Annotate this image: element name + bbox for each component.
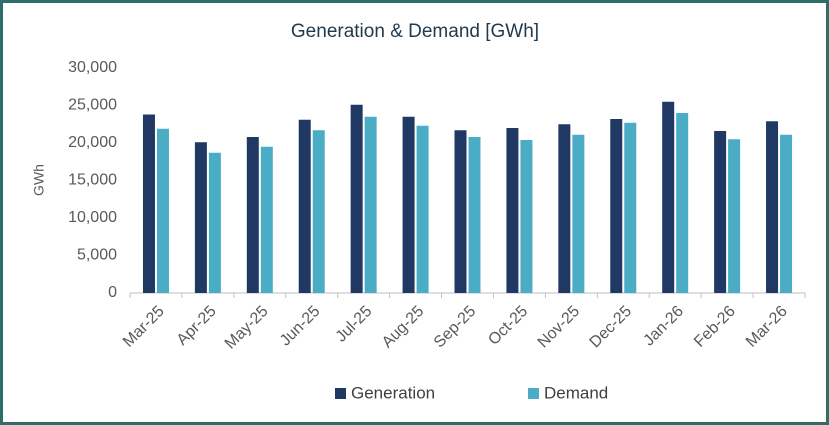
- y-tick-label: 20,000: [68, 134, 117, 151]
- y-axis-label: GWh: [31, 164, 47, 196]
- legend-swatch: [528, 388, 539, 399]
- bar: [298, 119, 311, 293]
- bar: [610, 119, 623, 293]
- bar: [780, 134, 793, 293]
- y-tick-label: 5,000: [77, 247, 117, 264]
- bar: [402, 116, 415, 293]
- bar: [416, 125, 429, 293]
- bar: [156, 128, 169, 293]
- legend-label: Generation: [351, 383, 435, 402]
- bar: [728, 139, 741, 293]
- bar: [766, 121, 779, 293]
- bar: [520, 140, 533, 293]
- legend-label: Demand: [544, 383, 608, 402]
- bar: [676, 113, 689, 293]
- y-tick-label: 10,000: [68, 209, 117, 226]
- bar: [454, 130, 467, 293]
- bar: [468, 137, 481, 293]
- y-tick-label: 30,000: [68, 59, 117, 76]
- bar: [246, 137, 259, 293]
- bar: [194, 142, 207, 293]
- legend-swatch: [335, 388, 346, 399]
- bar: [208, 152, 221, 293]
- bar: [142, 114, 155, 293]
- bar: [572, 134, 585, 293]
- y-tick-label: 25,000: [68, 97, 117, 114]
- y-tick-label: 0: [108, 284, 117, 301]
- bar: [662, 101, 675, 293]
- bar: [506, 128, 519, 293]
- chart-title: Generation & Demand [GWh]: [291, 21, 539, 42]
- bar: [350, 104, 363, 293]
- y-tick-label: 15,000: [68, 172, 117, 189]
- bar: [624, 122, 637, 293]
- bar: [260, 146, 273, 293]
- bar: [312, 130, 325, 293]
- bar: [558, 124, 571, 293]
- bar: [714, 131, 727, 293]
- bar: [364, 116, 377, 293]
